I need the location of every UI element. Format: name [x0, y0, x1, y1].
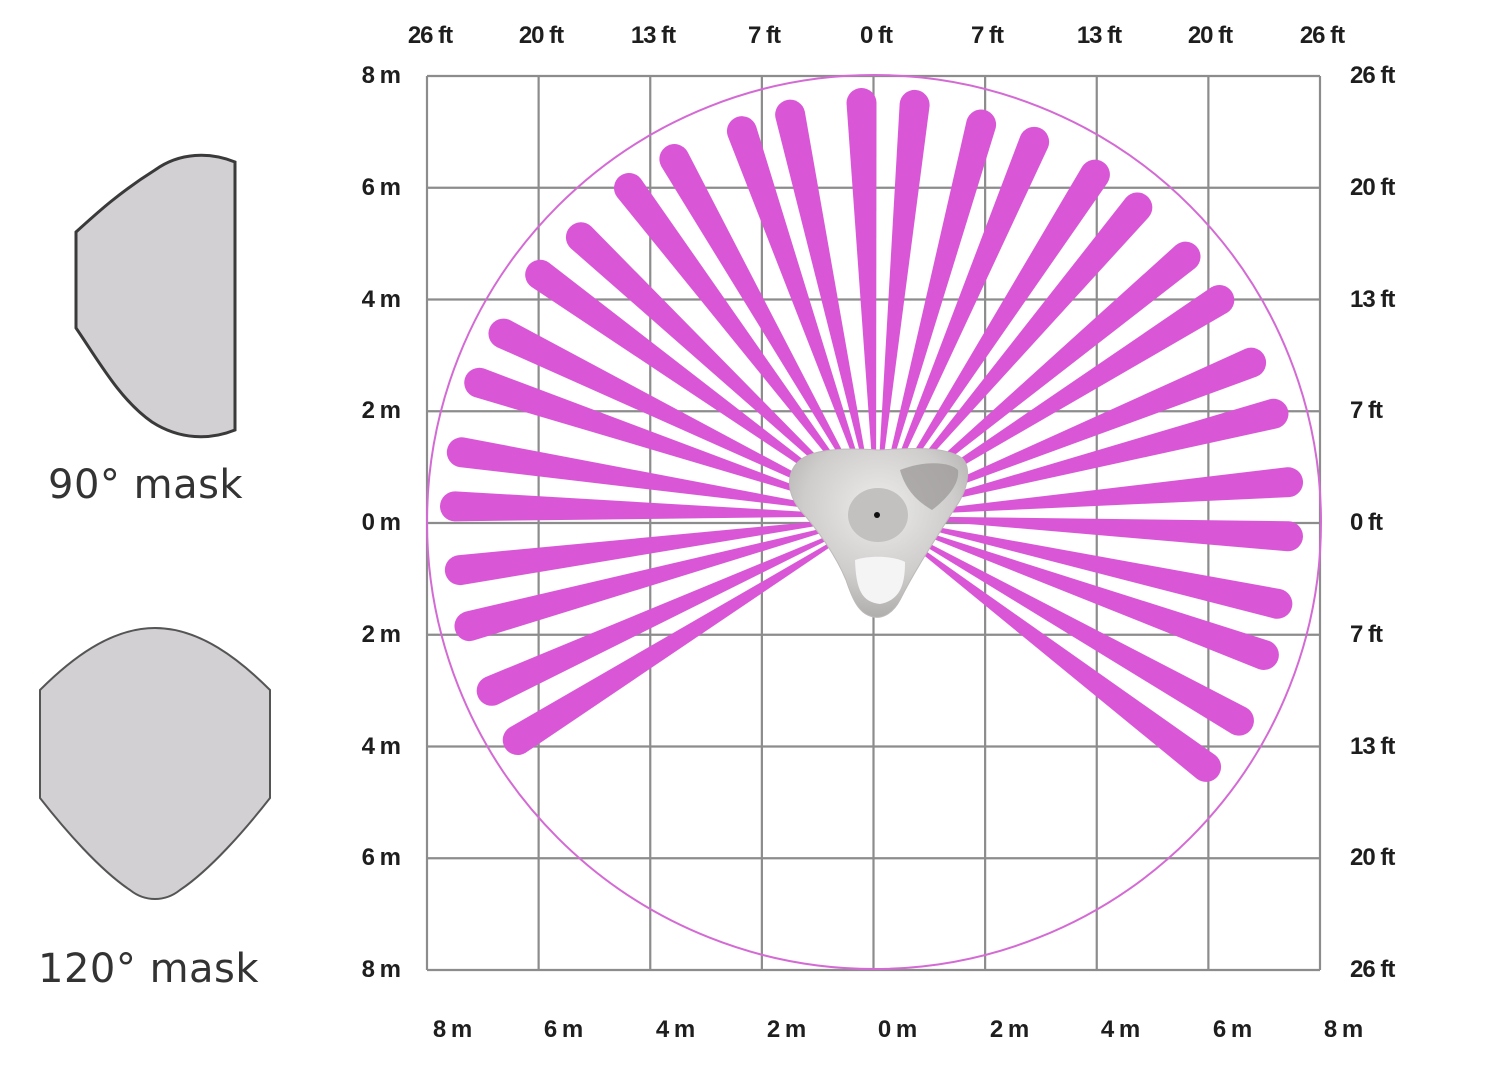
detection-beam [912, 347, 1267, 503]
x-tick-top-label: 20 ft [518, 22, 564, 49]
detection-beam [896, 159, 1110, 484]
detection-beam [488, 318, 841, 500]
x-tick-top-label: 0 ft [860, 22, 893, 49]
detection-beam [476, 531, 841, 706]
y-tick-left-label: 6 m [361, 844, 401, 872]
y-tick-left-label: 0 m [361, 509, 401, 536]
mask-90-shape [74, 153, 237, 439]
detection-beam [446, 437, 837, 512]
x-tick-top-label: 7 ft [971, 22, 1004, 49]
y-tick-left-label: 4 m [361, 732, 401, 760]
x-tick-top-label: 26 ft [1299, 22, 1345, 49]
x-tick-bottom-label: 2 m [989, 1016, 1029, 1043]
x-tick-bottom-label: 6 m [1212, 1016, 1252, 1043]
x-tick-bottom-label: 8 m [1323, 1016, 1363, 1043]
detection-beam [910, 534, 1254, 736]
y-tick-right-label: 0 ft [1350, 509, 1383, 536]
detection-beam [914, 398, 1289, 508]
detection-beam [565, 222, 848, 490]
detection-beam [525, 259, 845, 494]
y-tick-right-label: 26 ft [1350, 956, 1395, 983]
x-tick-bottom-label: 4 m [655, 1016, 695, 1043]
detection-beam [905, 241, 1201, 492]
detection-beam [914, 523, 1293, 619]
detection-beam [726, 116, 865, 479]
y-tick-right-label: 13 ft [1350, 732, 1395, 760]
y-tick-right-label: 20 ft [1350, 844, 1395, 872]
mask-90-label: 90° mask [48, 462, 244, 508]
x-tick-top-label: 13 ft [630, 22, 676, 49]
y-tick-left-label: 4 m [361, 285, 401, 313]
x-tick-top-label: 13 ft [1076, 22, 1122, 49]
y-tick-right-label: 7 ft [1350, 397, 1383, 425]
y-tick-left-label: 2 m [361, 397, 401, 425]
y-tick-right-label: 20 ft [1350, 173, 1395, 201]
detection-beam [659, 144, 858, 482]
x-tick-bottom-label: 2 m [766, 1016, 806, 1043]
y-tick-left-label: 2 m [361, 620, 401, 648]
detection-beam [915, 467, 1304, 515]
x-tick-bottom-label: 0 m [877, 1016, 917, 1043]
mask-120-label: 120° mask [38, 946, 260, 992]
y-tick-left-label: 8 m [361, 956, 401, 983]
detection-beam [846, 88, 877, 477]
detection-beam [464, 367, 839, 505]
detection-beam [444, 519, 837, 586]
coverage-circle [426, 74, 1322, 970]
detection-beam [614, 172, 854, 485]
y-tick-right-label: 26 ft [1350, 62, 1395, 89]
x-tick-bottom-label: 6 m [543, 1016, 583, 1043]
y-tick-right-label: 13 ft [1350, 285, 1395, 313]
detection-beam [915, 516, 1303, 552]
detection-beam [900, 192, 1153, 487]
detection-beam [906, 539, 1222, 782]
y-tick-left-label: 6 m [361, 173, 401, 201]
mask-120-shape [39, 626, 271, 900]
motion-sensor-icon [789, 447, 969, 618]
detection-beam [440, 491, 837, 522]
detection-beam [884, 109, 997, 478]
x-tick-bottom-label: 4 m [1100, 1016, 1140, 1043]
detection-beams [440, 88, 1304, 782]
detection-beam [502, 535, 843, 756]
detection-beam [454, 525, 838, 642]
detection-beam [909, 284, 1235, 496]
x-tick-top-label: 26 ft [407, 22, 453, 49]
detection-beam [890, 126, 1050, 480]
y-tick-left-label: 8 m [361, 62, 401, 89]
detection-beam [775, 99, 870, 478]
detection-beam [913, 528, 1279, 670]
detection-beam [878, 89, 930, 477]
y-tick-right-label: 7 ft [1350, 620, 1383, 648]
x-tick-top-label: 20 ft [1187, 22, 1233, 49]
x-tick-top-label: 7 ft [748, 22, 781, 49]
mask-legend-panel: 90° mask 120° mask [0, 0, 320, 1065]
x-tick-bottom-label: 8 m [432, 1016, 472, 1043]
